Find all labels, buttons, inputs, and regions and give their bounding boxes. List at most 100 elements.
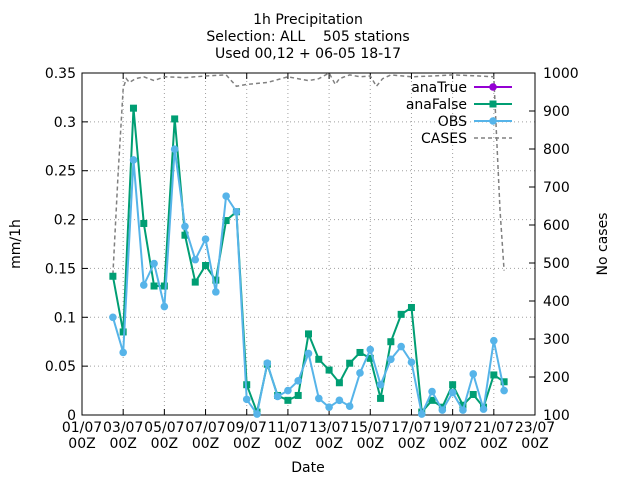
legend-item-anafalse: anaFalse [406,97,512,113]
data-point [479,405,488,413]
data-point [397,310,405,318]
x-tick-label-hour: 00Z [192,436,219,452]
data-point [335,379,343,387]
y2-tick-label: 500 [543,256,570,272]
y-tick-label: 0.25 [45,164,76,180]
x-tick-label-hour: 00Z [274,436,301,452]
y-tick-label: 0.15 [45,261,76,277]
chart-title-line-1: 1h Precipitation [253,12,363,28]
data-point [160,282,168,290]
data-point [253,410,261,418]
y-tick-label: 0.3 [54,115,76,131]
grid [82,73,535,415]
axes: 0 0.05 0.1 0.15 0.2 0.25 0.3 0.35 100 200 300 400 50… [45,66,579,452]
data-point [366,345,375,354]
legend-item-obs: OBS [438,114,512,130]
y-tick-label: 0 [67,408,76,424]
data-point [469,370,478,378]
x-tick-label-date: 23/07 [515,420,555,436]
data-point [449,381,457,389]
data-point [346,359,354,367]
data-point [366,354,374,362]
data-point [407,304,415,312]
legend-label: CASES [421,131,467,147]
data-point [469,390,477,398]
data-point [139,281,148,289]
data-point [387,355,395,364]
data-point [315,355,323,363]
series-line [111,149,506,418]
data-point [181,222,189,231]
data-point [294,391,302,399]
data-point [109,313,117,322]
data-point [109,272,117,280]
y2-axis-label: No cases [595,213,611,276]
x-tick-label-hour: 00Z [439,436,466,452]
series-cases [112,71,505,275]
y2-tick-label: 700 [543,180,570,196]
x-tick-label-hour: 00Z [233,436,260,452]
y2-tick-label: 600 [543,218,570,234]
data-point [294,377,303,385]
y-axis-label: mm/1h [8,219,24,269]
x-tick-label-date: 17/07 [391,420,431,436]
y-tick-label: 0.2 [54,213,76,229]
data-point [191,255,200,264]
y-tick-label: 0.1 [54,310,76,326]
data-point [459,406,467,414]
data-point [222,192,230,200]
data-point [489,100,497,108]
chart-title-line-2: Selection: ALL 505 stations [206,29,409,45]
chart-title-line-3: Used 00,12 + 06-05 18-17 [215,46,401,62]
data-point [171,115,179,123]
x-tick-label-date: 15/07 [350,420,390,436]
data-point [232,207,241,216]
x-tick-label-date: 21/07 [474,420,514,436]
data-point [160,302,169,311]
data-point [119,328,127,336]
data-point [387,338,395,346]
data-point [428,387,436,396]
data-point [263,359,272,368]
data-point [417,410,426,418]
data-point [304,349,313,358]
data-point [500,378,508,386]
legend-label: OBS [438,114,467,130]
data-point [490,336,498,345]
y2-tick-label: 1000 [543,66,579,82]
data-point [170,145,179,154]
data-point [129,104,137,112]
x-tick-label-hour: 00Z [398,436,425,452]
data-point [428,396,436,404]
data-point [500,386,508,395]
y2-tick-label: 400 [543,294,570,310]
x-tick-label-date: 19/07 [432,420,472,436]
x-tick-label-date: 01/07 [62,420,102,436]
data-point [201,235,210,243]
y2-tick-label: 900 [543,104,570,120]
data-point [356,369,364,377]
x-tick-label-hour: 00Z [109,436,136,452]
data-point [305,330,312,338]
y-tick-label: 0.35 [45,66,76,82]
y2-tick-label: 800 [543,142,570,158]
data-point [314,394,323,403]
data-point [438,406,447,414]
x-tick-label-hour: 00Z [68,436,95,452]
plot-frame [81,72,536,416]
data-point [356,348,364,356]
x-tick-label-date: 05/07 [144,420,184,436]
data-point [140,219,148,227]
y-tick-label: 0.05 [45,359,76,375]
chart-title: 1h Precipitation Selection: ALL 505 stat… [206,12,409,62]
x-tick-label-date: 07/07 [185,420,225,436]
legend-item-anatrue: anaTrue [411,80,512,96]
x-tick-label-hour: 00Z [151,436,178,452]
legend-label: anaFalse [406,97,467,113]
data-point [377,394,385,402]
data-point [222,217,230,225]
data-point [119,348,127,357]
data-point [242,395,251,404]
y2-tick-label: 200 [543,370,570,386]
